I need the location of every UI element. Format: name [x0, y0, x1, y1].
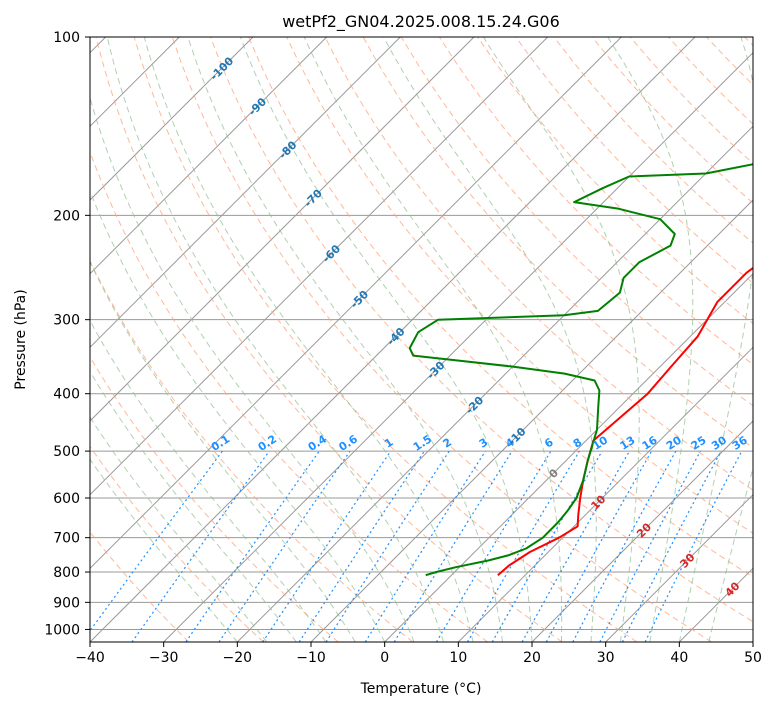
y-tick-label: 300	[53, 313, 80, 329]
y-tick-label: 500	[53, 444, 80, 460]
x-tick-label: −40	[75, 650, 105, 666]
y-axis-label: Pressure (hPa)	[13, 289, 29, 389]
y-tick-label: 800	[53, 565, 80, 581]
x-tick-label: 40	[670, 650, 688, 666]
y-tick-label: 200	[53, 208, 80, 224]
y-tick-label: 700	[53, 531, 80, 547]
x-tick-label: 50	[744, 650, 762, 666]
x-tick-label: 0	[380, 650, 389, 666]
x-axis-label: Temperature (°C)	[360, 681, 482, 697]
isotherm	[753, 37, 775, 642]
x-tick-label: 20	[523, 650, 541, 666]
x-tick-label: −20	[223, 650, 253, 666]
chart-title: wetPf2_GN04.2025.008.15.24.G06	[282, 12, 560, 32]
x-tick-label: 30	[597, 650, 615, 666]
y-tick-label: 900	[53, 595, 80, 611]
y-tick-label: 600	[53, 491, 80, 507]
y-tick-label: 400	[53, 387, 80, 403]
x-tick-label: 10	[449, 650, 467, 666]
x-tick-label: −10	[296, 650, 326, 666]
y-tick-label: 100	[53, 30, 80, 46]
y-tick-label: 1000	[44, 622, 80, 638]
x-tick-label: −30	[149, 650, 179, 666]
